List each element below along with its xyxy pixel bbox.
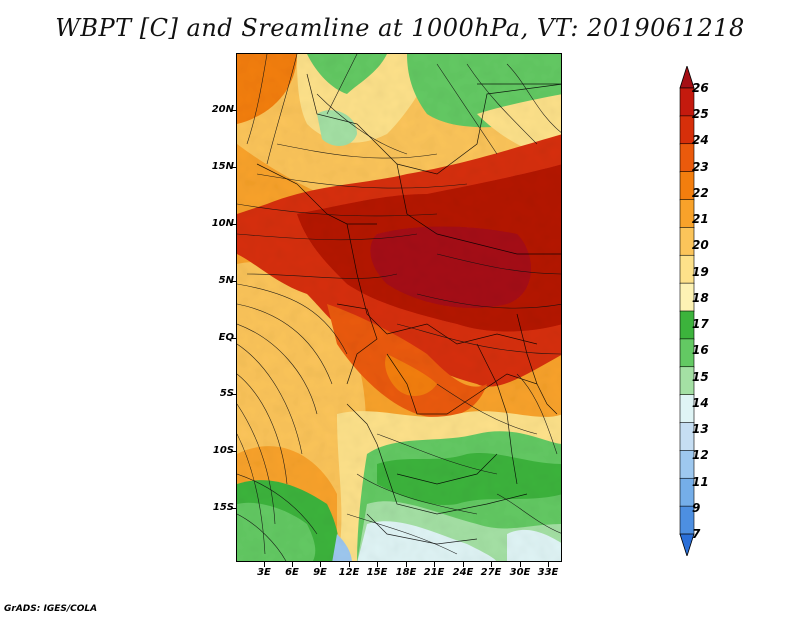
lat-tick: [231, 224, 236, 225]
lat-label: 5S: [219, 388, 234, 399]
lon-label: 6E: [285, 567, 299, 578]
colorbar-label: 20: [692, 238, 709, 253]
lon-label: 24E: [452, 567, 474, 578]
wbpt-field: [237, 54, 561, 561]
lon-label: 12E: [338, 567, 360, 578]
colorbar-label: 9: [692, 500, 701, 515]
lon-tick: [264, 562, 265, 567]
lon-label: 30E: [509, 567, 531, 578]
chart-title: WBPT [C] and Sreamline at 1000hPa, VT: 2…: [55, 14, 745, 42]
map-panel: [236, 53, 562, 562]
lat-label: 10S: [212, 445, 234, 456]
lat-tick: [231, 338, 236, 339]
lat-label: 5N: [218, 275, 234, 286]
colorbar-label: 13: [692, 422, 709, 437]
lon-tick: [520, 562, 521, 567]
lon-label: 33E: [537, 567, 559, 578]
lon-tick: [463, 562, 464, 567]
lon-label: 21E: [423, 567, 445, 578]
lat-tick: [231, 281, 236, 282]
colorbar-label: 17: [692, 317, 709, 332]
lon-tick: [377, 562, 378, 567]
lon-tick: [491, 562, 492, 567]
lat-label: 15S: [212, 502, 234, 513]
colorbar-label: 26: [692, 81, 709, 95]
colorbar-bottom-arrow: [679, 533, 695, 556]
lon-label: 3E: [257, 567, 271, 578]
lat-tick: [231, 508, 236, 509]
lat-tick: [231, 110, 236, 111]
credit-text: GrADS: IGES/COLA: [4, 604, 98, 614]
colorbar-label: 15: [692, 369, 709, 384]
lon-label: 18E: [395, 567, 417, 578]
lon-tick: [548, 562, 549, 567]
lon-tick: [406, 562, 407, 567]
lon-tick: [292, 562, 293, 567]
lat-label: EQ: [218, 332, 234, 343]
colorbar-label: 19: [692, 264, 709, 279]
lat-label: 15N: [211, 161, 234, 172]
lat-tick: [231, 394, 236, 395]
colorbar-label: 22: [692, 185, 709, 200]
lat-tick: [231, 451, 236, 452]
colorbar-label: 24: [692, 133, 709, 148]
colorbar-label: 11: [692, 474, 709, 489]
colorbar-label: 21: [692, 212, 709, 227]
lon-tick: [320, 562, 321, 567]
colorbar-label: 12: [692, 448, 709, 463]
colorbar-label: 25: [692, 107, 709, 122]
lat-label: 20N: [211, 104, 234, 115]
colorbar-label: 7: [692, 527, 701, 541]
lat-tick: [231, 167, 236, 168]
colorbar-label: 23: [692, 159, 709, 174]
colorbar-label: 14: [692, 395, 709, 410]
lon-label: 15E: [366, 567, 388, 578]
lon-label: 27E: [480, 567, 502, 578]
colorbar: [679, 66, 695, 556]
lon-label: 9E: [313, 567, 327, 578]
lon-tick: [349, 562, 350, 567]
colorbar-label: 18: [692, 290, 709, 305]
lon-tick: [434, 562, 435, 567]
lat-label: 10N: [211, 218, 234, 229]
colorbar-label: 16: [692, 343, 709, 358]
